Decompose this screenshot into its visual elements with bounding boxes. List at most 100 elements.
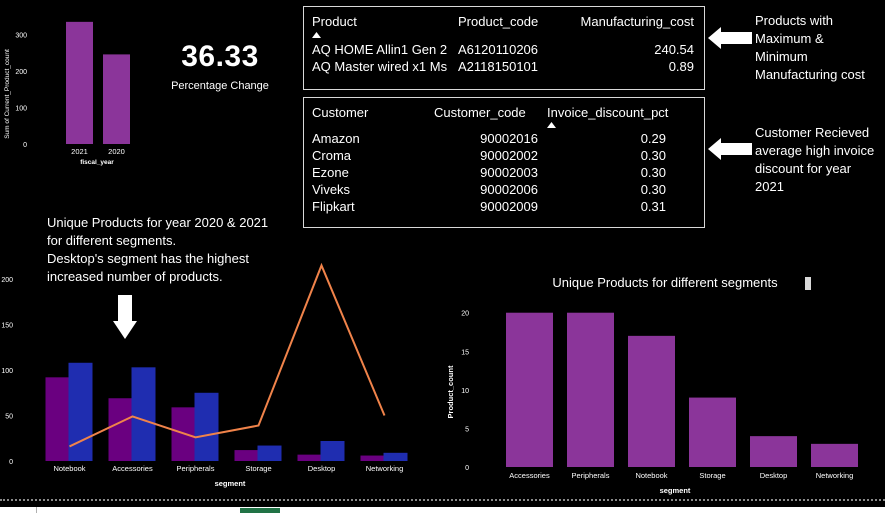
x-tick-label: Accessories bbox=[509, 471, 550, 480]
bar bbox=[194, 392, 219, 461]
note-line: increased number of products. bbox=[47, 269, 223, 284]
note-line: Manufacturing cost bbox=[755, 67, 865, 82]
x-tick-label: Peripherals bbox=[177, 464, 215, 473]
x-tick-label: Notebook bbox=[53, 464, 85, 473]
cell-customer: Croma bbox=[312, 148, 352, 163]
y-tick-label: 0 bbox=[23, 142, 27, 149]
cursor-bar-icon bbox=[805, 277, 811, 290]
cell-customer-code: 90002003 bbox=[480, 165, 538, 180]
header-invoice-discount[interactable]: Invoice_discount_pct bbox=[547, 105, 669, 120]
note-manufacturing-cost: Products with Maximum & Minimum Manufact… bbox=[755, 12, 883, 84]
table-header-row: Customer Customer_code Invoice_discount_… bbox=[304, 104, 704, 121]
cell-manufacturing-cost: 240.54 bbox=[654, 42, 694, 57]
cell-customer: Viveks bbox=[312, 182, 351, 197]
y-tick-label: 10 bbox=[461, 388, 469, 395]
table-row: Amazon 90002016 0.29 bbox=[304, 130, 704, 147]
series-line bbox=[69, 262, 386, 448]
status-indicator bbox=[240, 508, 280, 513]
note-line: Customer Recieved bbox=[755, 125, 870, 140]
status-bar bbox=[0, 507, 885, 513]
bar bbox=[360, 455, 385, 461]
cell-discount: 0.31 bbox=[640, 199, 666, 214]
cell-product: AQ Master wired x1 Ms bbox=[312, 59, 448, 74]
bar bbox=[108, 398, 133, 461]
cell-customer-code: 90002006 bbox=[480, 182, 538, 197]
x-tick-label: Notebook bbox=[635, 471, 667, 480]
note-line: for different segments. bbox=[47, 233, 177, 248]
y-tick-label: 0 bbox=[465, 465, 469, 472]
y-tick-label: 5 bbox=[465, 426, 469, 433]
x-tick-label: 2020 bbox=[108, 147, 125, 156]
bar bbox=[320, 440, 345, 461]
bar bbox=[750, 436, 797, 467]
note-unique-products: Unique Products for year 2020 & 2021 for… bbox=[47, 214, 287, 286]
cell-customer: Flipkart bbox=[312, 199, 355, 214]
sort-up-icon[interactable] bbox=[547, 122, 556, 128]
x-tick-label: Desktop bbox=[308, 464, 336, 473]
bar bbox=[234, 450, 259, 461]
cell-customer: Amazon bbox=[312, 131, 360, 146]
x-tick-label: Storage bbox=[699, 471, 725, 480]
cell-discount: 0.30 bbox=[640, 165, 666, 180]
cell-discount: 0.30 bbox=[640, 182, 666, 197]
cell-manufacturing-cost: 0.89 bbox=[668, 59, 694, 74]
x-tick-label: Networking bbox=[816, 471, 854, 480]
y-tick-label: 300 bbox=[15, 32, 27, 39]
manufacturing-cost-table: Product Product_code Manufacturing_cost … bbox=[303, 6, 705, 90]
kpi-value: 36.33 bbox=[181, 40, 259, 73]
y-tick-label: 15 bbox=[461, 349, 469, 356]
bar bbox=[811, 443, 858, 467]
chart-title: Unique Products for different segments bbox=[552, 275, 778, 290]
table-row: Croma 90002002 0.30 bbox=[304, 147, 704, 164]
invoice-discount-table: Customer Customer_code Invoice_discount_… bbox=[303, 97, 705, 228]
bar bbox=[383, 452, 408, 461]
y-tick-label: 50 bbox=[5, 414, 13, 421]
table-row: AQ Master wired x1 Ms A2118150101 0.89 bbox=[304, 58, 704, 75]
y-axis-label: Product_count bbox=[446, 365, 455, 418]
table-header-row: Product Product_code Manufacturing_cost bbox=[304, 13, 704, 30]
bar bbox=[628, 335, 675, 467]
bar bbox=[257, 445, 282, 461]
y-tick-label: 100 bbox=[1, 368, 13, 375]
bar bbox=[506, 312, 553, 467]
y-tick-label: 100 bbox=[15, 105, 27, 112]
divider bbox=[0, 499, 885, 501]
x-tick-label: Peripherals bbox=[572, 471, 610, 480]
y-axis-label: Sum of Current_Product_count bbox=[4, 49, 11, 139]
header-customer-code[interactable]: Customer_code bbox=[434, 105, 526, 120]
cell-product: AQ HOME Allin1 Gen 2 bbox=[312, 42, 448, 57]
y-tick-label: 200 bbox=[1, 277, 13, 284]
x-tick-label: Accessories bbox=[112, 464, 153, 473]
x-tick-label: Desktop bbox=[760, 471, 788, 480]
bar bbox=[66, 21, 93, 145]
table-row: AQ HOME Allin1 Gen 2 A6120110206 240.54 bbox=[304, 41, 704, 58]
note-line: average high invoice bbox=[755, 143, 875, 158]
note-invoice-discount: Customer Recieved average high invoice d… bbox=[755, 124, 883, 196]
bar bbox=[567, 312, 614, 467]
note-line: discount for year bbox=[755, 161, 852, 176]
status-separator bbox=[36, 507, 37, 513]
x-axis-label: fiscal_year bbox=[80, 159, 114, 166]
cell-customer: Ezone bbox=[312, 165, 349, 180]
header-product[interactable]: Product bbox=[312, 14, 357, 29]
header-manufacturing-cost[interactable]: Manufacturing_cost bbox=[580, 14, 694, 29]
cell-discount: 0.29 bbox=[640, 131, 666, 146]
y-tick-label: 0 bbox=[9, 459, 13, 466]
x-tick-label: Networking bbox=[366, 464, 404, 473]
cell-customer-code: 90002009 bbox=[480, 199, 538, 214]
left-arrow-icon bbox=[708, 27, 752, 49]
table-row: Ezone 90002003 0.30 bbox=[304, 164, 704, 181]
y-tick-label: 150 bbox=[1, 323, 13, 330]
bar bbox=[689, 397, 736, 467]
note-line: 2021 bbox=[755, 179, 784, 194]
down-arrow-icon bbox=[113, 295, 137, 339]
bar bbox=[103, 54, 130, 144]
sort-up-icon[interactable] bbox=[312, 32, 321, 38]
note-line: Maximum & bbox=[755, 31, 824, 46]
table-row: Flipkart 90002009 0.31 bbox=[304, 198, 704, 215]
table-row: Viveks 90002006 0.30 bbox=[304, 181, 704, 198]
header-product-code[interactable]: Product_code bbox=[458, 14, 539, 29]
header-customer[interactable]: Customer bbox=[312, 105, 369, 120]
cell-discount: 0.30 bbox=[640, 148, 666, 163]
y-tick-label: 200 bbox=[15, 69, 27, 76]
